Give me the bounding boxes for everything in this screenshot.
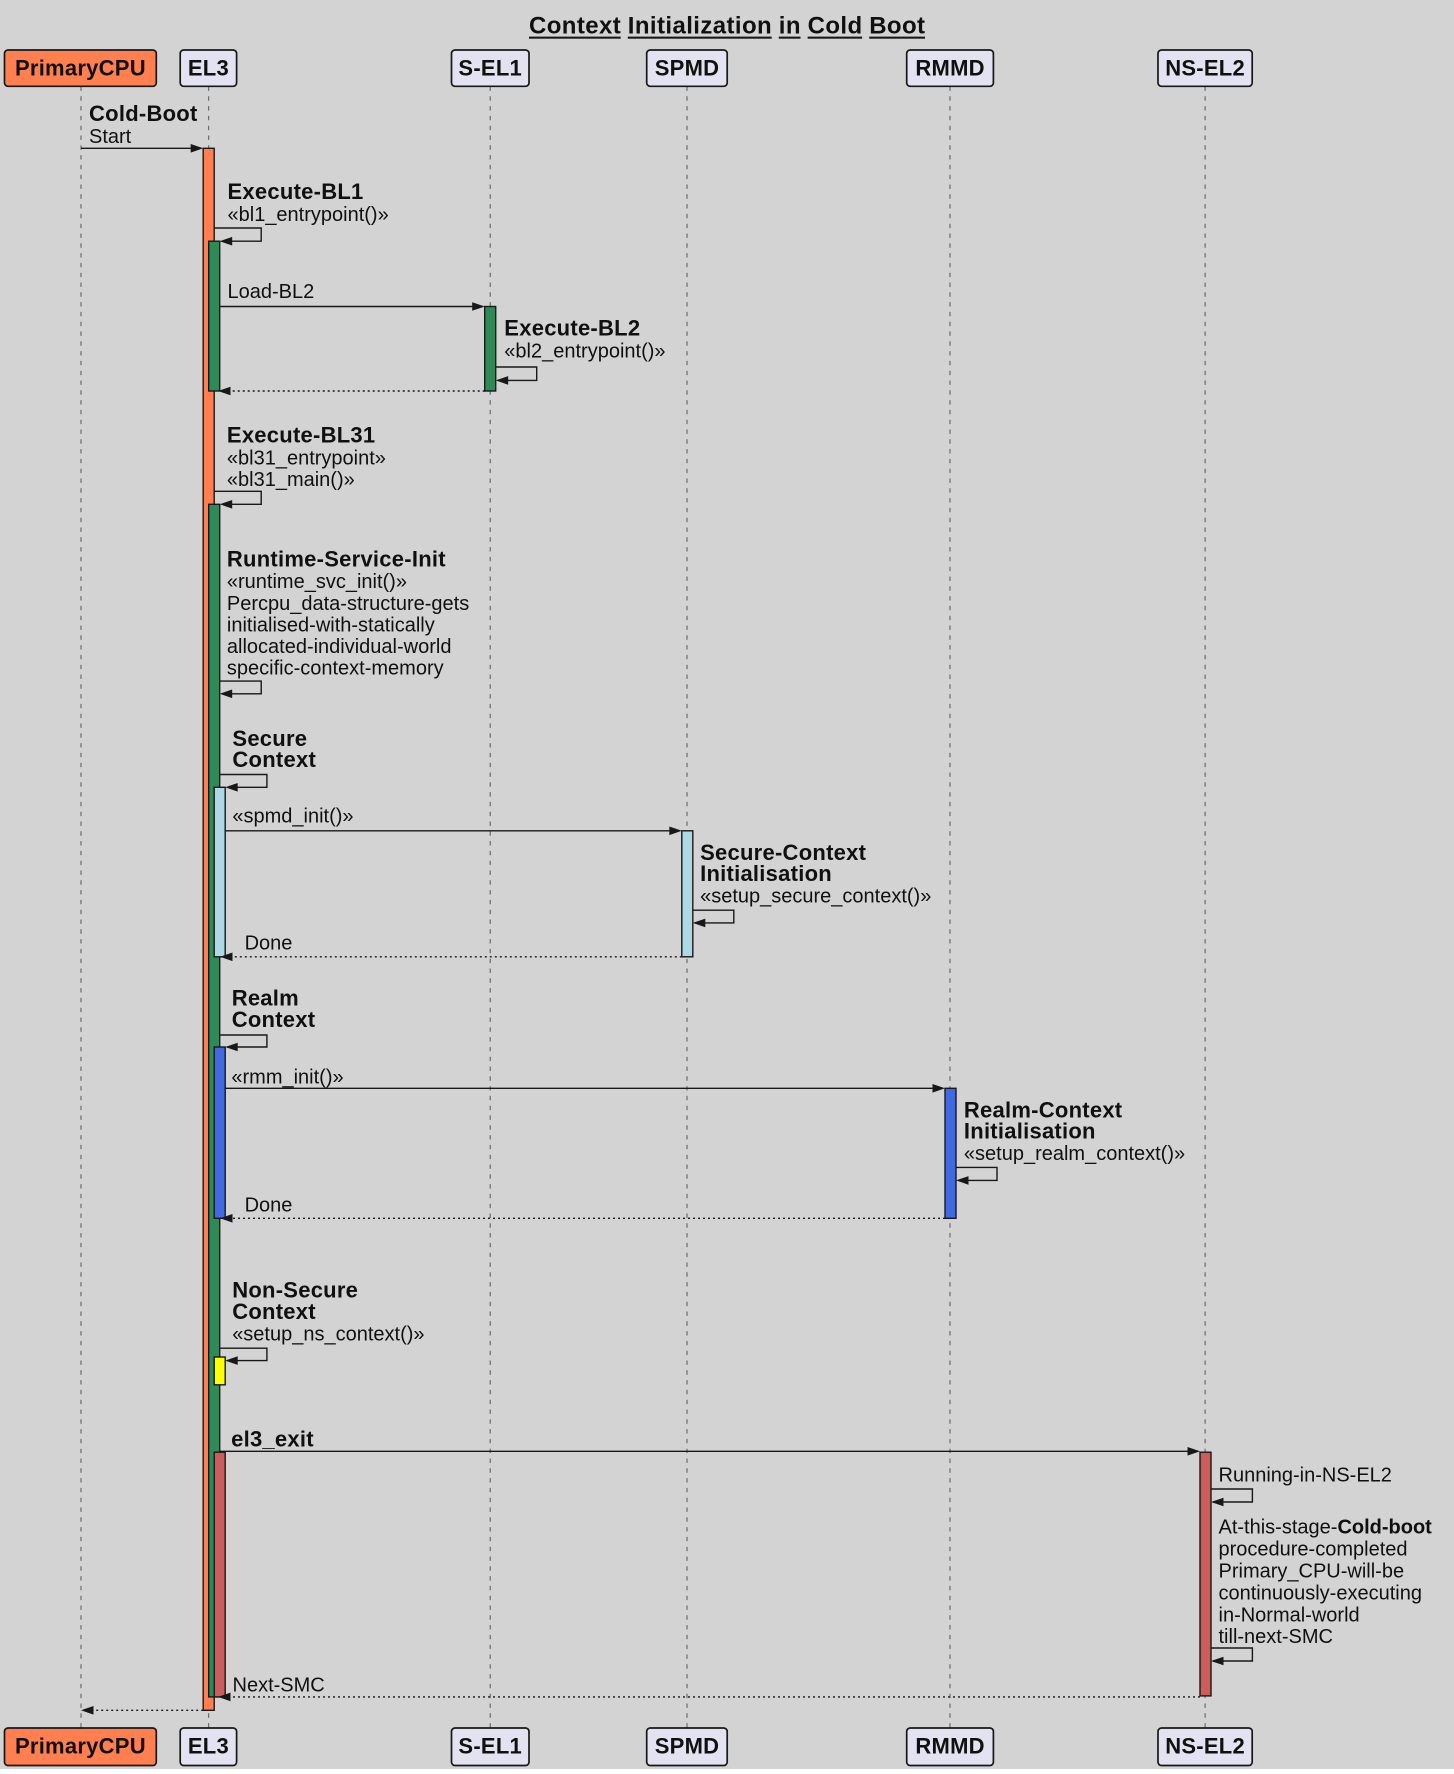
svg-text:PrimaryCPU: PrimaryCPU — [15, 56, 146, 81]
svg-text:Cold: Cold — [808, 13, 863, 40]
svg-text:«spmd_init()»: «spmd_init()» — [232, 805, 353, 827]
svg-text:PrimaryCPU: PrimaryCPU — [15, 1734, 146, 1759]
svg-text:Primary_CPU-will-be: Primary_CPU-will-be — [1219, 1560, 1405, 1582]
svg-text:Initialisation: Initialisation — [700, 861, 832, 886]
svg-text:At-this-stage-Cold-boot: At-this-stage-Cold-boot — [1219, 1517, 1433, 1539]
svg-text:Realm: Realm — [232, 986, 299, 1011]
svg-text:Initialisation: Initialisation — [964, 1119, 1096, 1144]
svg-text:«bl31_entrypoint»: «bl31_entrypoint» — [227, 447, 386, 469]
svg-text:Boot: Boot — [869, 13, 925, 40]
svg-text:el3_exit: el3_exit — [231, 1426, 314, 1451]
svg-text:Execute-BL1: Execute-BL1 — [228, 179, 364, 204]
svg-text:Done: Done — [245, 932, 293, 954]
svg-text:S-EL1: S-EL1 — [458, 56, 522, 81]
svg-text:Percpu_data-structure-gets: Percpu_data-structure-gets — [227, 593, 469, 615]
svg-text:SPMD: SPMD — [655, 1734, 720, 1759]
svg-text:«setup_secure_context()»: «setup_secure_context()» — [700, 885, 931, 907]
svg-text:«rmm_init()»: «rmm_init()» — [231, 1066, 343, 1088]
svg-text:Context: Context — [232, 1007, 316, 1032]
svg-text:initialised-with-statically: initialised-with-statically — [227, 615, 435, 637]
svg-text:Context: Context — [232, 747, 316, 772]
svg-text:EL3: EL3 — [188, 1734, 229, 1759]
svg-text:Next-SMC: Next-SMC — [233, 1675, 325, 1697]
svg-text:RMMD: RMMD — [915, 56, 984, 81]
svg-text:RMMD: RMMD — [915, 1734, 984, 1759]
svg-text:EL3: EL3 — [188, 56, 229, 81]
svg-text:«bl1_entrypoint()»: «bl1_entrypoint()» — [228, 204, 389, 226]
svg-text:«setup_ns_context()»: «setup_ns_context()» — [232, 1324, 424, 1346]
svg-text:Done: Done — [245, 1195, 293, 1217]
svg-text:Runtime-Service-Init: Runtime-Service-Init — [227, 547, 446, 572]
svg-text:«bl31_main()»: «bl31_main()» — [227, 469, 355, 491]
svg-text:allocated-individual-world: allocated-individual-world — [227, 636, 452, 658]
svg-text:SPMD: SPMD — [655, 56, 720, 81]
svg-text:Running-in-NS-EL2: Running-in-NS-EL2 — [1219, 1464, 1392, 1486]
svg-text:«runtime_svc_init()»: «runtime_svc_init()» — [227, 571, 407, 593]
svg-text:Initialization: Initialization — [628, 13, 772, 40]
svg-text:«setup_realm_context()»: «setup_realm_context()» — [964, 1143, 1185, 1165]
svg-text:Execute-BL2: Execute-BL2 — [504, 316, 640, 341]
svg-text:in: in — [779, 13, 801, 40]
svg-text:Realm-Context: Realm-Context — [964, 1097, 1123, 1122]
svg-text:Cold-Boot: Cold-Boot — [89, 101, 198, 126]
svg-text:Context: Context — [232, 1299, 316, 1324]
svg-text:Non-Secure: Non-Secure — [232, 1277, 358, 1302]
svg-text:Context: Context — [529, 13, 621, 40]
svg-text:«bl2_entrypoint()»: «bl2_entrypoint()» — [504, 340, 665, 362]
svg-text:Load-BL2: Load-BL2 — [228, 281, 315, 303]
svg-text:Secure-Context: Secure-Context — [700, 840, 867, 865]
svg-text:continuously-executing: continuously-executing — [1219, 1582, 1422, 1604]
svg-text:specific-context-memory: specific-context-memory — [227, 658, 444, 680]
svg-text:Start: Start — [89, 126, 132, 148]
svg-text:till-next-SMC: till-next-SMC — [1219, 1626, 1333, 1648]
svg-text:NS-EL2: NS-EL2 — [1165, 1734, 1245, 1759]
svg-text:NS-EL2: NS-EL2 — [1165, 56, 1245, 81]
svg-text:Execute-BL31: Execute-BL31 — [227, 423, 376, 448]
svg-text:Secure: Secure — [232, 726, 307, 751]
svg-text:S-EL1: S-EL1 — [458, 1734, 522, 1759]
svg-text:in-Normal-world: in-Normal-world — [1219, 1604, 1360, 1626]
svg-text:procedure-completed: procedure-completed — [1219, 1539, 1408, 1561]
